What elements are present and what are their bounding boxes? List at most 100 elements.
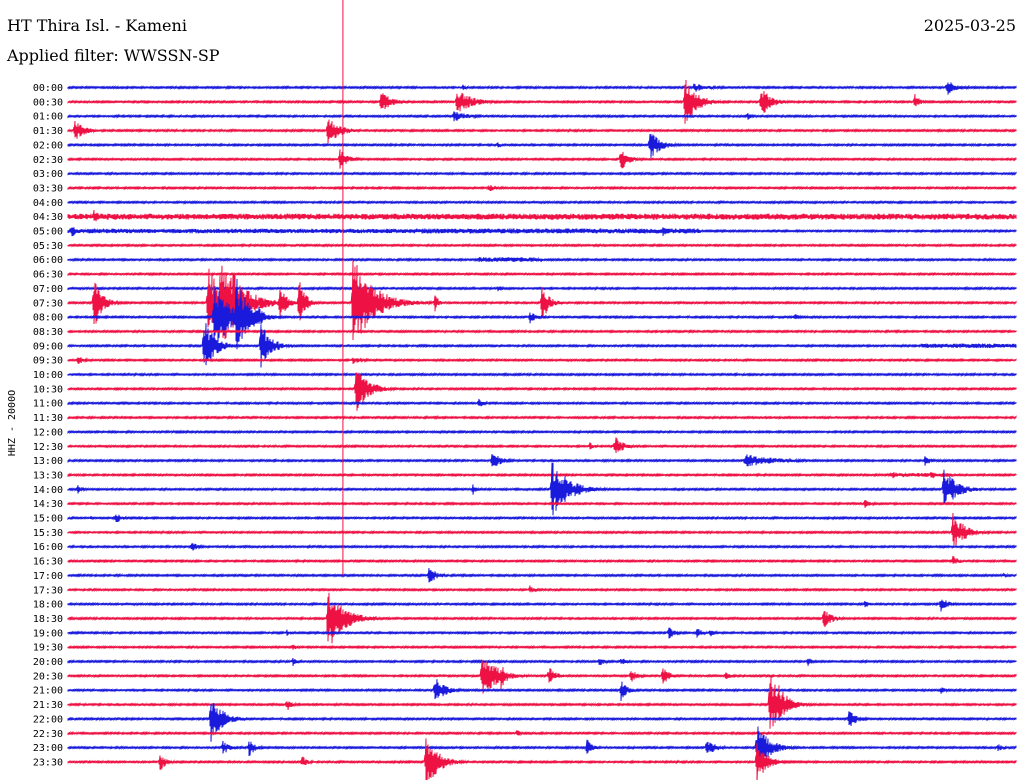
trace-row [67, 199, 1017, 205]
row-time-label: 05:00 [33, 227, 63, 238]
row-time-label: 02:00 [33, 140, 63, 151]
trace-row [67, 398, 1017, 407]
trace-row [67, 453, 1017, 467]
trace-row [67, 171, 1017, 177]
row-time-label: 10:00 [33, 370, 63, 381]
trace-row [67, 260, 1017, 341]
trace-row [67, 659, 1017, 694]
row-time-label: 08:30 [33, 327, 63, 338]
row-time-label: 01:00 [33, 112, 63, 123]
row-time-label: 00:00 [33, 83, 63, 94]
row-time-label: 12:30 [33, 442, 63, 453]
row-time-label: 05:30 [33, 241, 63, 252]
trace-row [67, 415, 1017, 420]
row-time-label: 17:30 [33, 585, 63, 596]
trace-row [67, 429, 1017, 435]
row-time-label: 07:30 [33, 298, 63, 309]
row-time-label: 13:30 [33, 470, 63, 481]
row-time-label: 15:30 [33, 528, 63, 539]
trace-row [67, 657, 1017, 666]
trace-row [67, 514, 1017, 522]
row-time-label: 06:30 [33, 270, 63, 281]
row-time-label: 19:30 [33, 643, 63, 654]
trace-row [67, 676, 1017, 729]
row-time-label: 22:00 [33, 714, 63, 725]
trace-row [67, 149, 1017, 169]
row-time-label: 23:30 [33, 757, 63, 768]
trace-row [67, 323, 1017, 368]
trace-row [67, 726, 1017, 767]
trace-row [67, 585, 1017, 593]
filter-label: Applied filter: WWSSN-SP [7, 46, 220, 65]
row-time-label: 23:00 [33, 743, 63, 754]
row-time-label: 11:30 [33, 413, 63, 424]
trace-row [67, 371, 1017, 378]
trace-row [67, 462, 1017, 516]
trace-row [67, 329, 1017, 334]
trace-row [67, 592, 1017, 644]
trace-row [67, 567, 1017, 583]
trace-row [67, 627, 1017, 639]
row-time-label: 04:00 [33, 198, 63, 209]
trace-row [67, 738, 1017, 780]
row-time-label: 17:00 [33, 571, 63, 582]
trace-row [67, 242, 1017, 248]
trace-row [67, 644, 1017, 650]
channel-axis-label: HHZ - 2000O [7, 390, 18, 456]
date-label: 2025-03-25 [923, 16, 1016, 35]
trace-row [67, 111, 1017, 122]
row-time-label: 11:00 [33, 399, 63, 410]
row-time-label: 03:30 [33, 183, 63, 194]
row-time-label: 13:00 [33, 456, 63, 467]
row-time-label: 09:30 [33, 356, 63, 367]
trace-row [67, 500, 1017, 508]
trace-row [67, 184, 1017, 192]
trace-row [67, 729, 1017, 737]
trace-row [67, 271, 1017, 277]
trace-row [67, 134, 1017, 158]
row-time-label: 10:30 [33, 384, 63, 395]
trace-row [67, 372, 1017, 411]
trace-row [67, 357, 1017, 364]
trace-row [67, 79, 1017, 124]
row-time-label: 02:30 [33, 155, 63, 166]
trace-row [67, 256, 1017, 263]
trace-row [67, 679, 1017, 702]
row-time-label: 12:00 [33, 427, 63, 438]
trace-row [67, 555, 1017, 564]
trace-row [67, 227, 1017, 237]
trace-row [67, 599, 1017, 612]
row-time-label: 16:30 [33, 557, 63, 568]
row-time-label: 03:00 [33, 169, 63, 180]
row-time-label: 08:00 [33, 313, 63, 324]
row-time-label: 18:00 [33, 600, 63, 611]
trace-row [67, 119, 1017, 145]
trace-row [67, 278, 1017, 350]
row-time-label: 07:00 [33, 284, 63, 295]
row-time-label: 04:30 [33, 212, 63, 223]
row-time-label: 21:00 [33, 686, 63, 697]
row-time-label: 19:00 [33, 628, 63, 639]
row-time-label: 14:30 [33, 499, 63, 510]
trace-row [67, 82, 1017, 95]
trace-row [67, 543, 1017, 551]
row-time-label: 00:30 [33, 97, 63, 108]
trace-row [67, 471, 1017, 479]
row-time-label: 22:30 [33, 729, 63, 740]
row-time-label: 14:00 [33, 485, 63, 496]
trace-row [67, 437, 1017, 454]
row-time-label: 16:00 [33, 542, 63, 553]
row-time-label: 20:30 [33, 671, 63, 682]
trace-row [67, 210, 1017, 222]
row-time-label: 15:00 [33, 514, 63, 525]
row-time-label: 18:30 [33, 614, 63, 625]
trace-row [67, 512, 1017, 547]
row-time-label: 01:30 [33, 126, 63, 137]
station-title: HT Thira Isl. - Kameni [7, 16, 187, 35]
row-time-label: 21:30 [33, 700, 63, 711]
row-time-label: 20:00 [33, 657, 63, 668]
trace-row [67, 702, 1017, 742]
row-time-label: 06:00 [33, 255, 63, 266]
row-time-label: 09:00 [33, 341, 63, 352]
